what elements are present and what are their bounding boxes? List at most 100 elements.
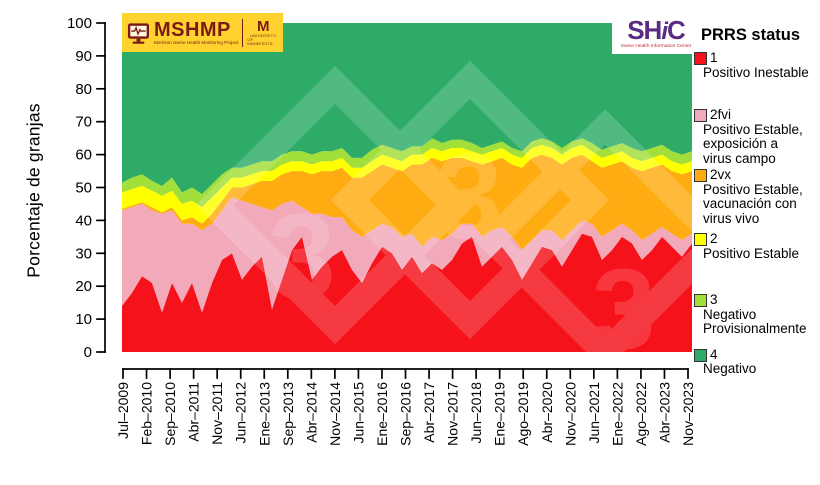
watermark-diamond <box>474 109 692 352</box>
x-tick-label: Ene–2013 <box>256 382 272 446</box>
watermark-diamond <box>195 65 475 345</box>
legend: PRRS status 1 Positivo Inestable 2fvi Posit… <box>692 26 819 377</box>
legend-code: 2vx <box>710 167 732 182</box>
legend-label-line: exposición a <box>703 136 779 151</box>
y-axis-title: Porcentaje de granjas <box>23 103 44 278</box>
x-tick-label: Abr–2017 <box>421 382 437 443</box>
y-tick-label: 10 <box>75 311 92 328</box>
legend-code: 2fvi <box>710 107 732 122</box>
legend-label-line: virus campo <box>703 150 776 166</box>
legend-label-line: Positivo Estable, <box>703 181 803 197</box>
watermark-333: 3 3 3 <box>195 60 692 373</box>
umn-name-line1: University <box>250 33 277 39</box>
legend-label-line: Positivo Estable <box>703 245 800 261</box>
y-tick-label: 100 <box>67 15 92 32</box>
legend-item-2fvi: 2fvi Positivo Estable, exposición a virus c… <box>692 107 819 166</box>
legend-swatch-2fvi <box>694 109 707 122</box>
x-tick-label: Jun–2021 <box>586 382 602 444</box>
monitor-heartbeat-icon <box>127 22 150 44</box>
x-tick-label: Nov–2017 <box>445 382 461 446</box>
legend-code: 1 <box>710 50 718 65</box>
legend-swatch-2 <box>694 233 707 246</box>
x-tick-label: Nov–2014 <box>327 382 343 446</box>
watermark-3-glyph: 3 <box>592 246 655 373</box>
x-tick-label: Feb–2010 <box>139 382 155 445</box>
legend-item-1: 1 Positivo Inestable <box>692 50 819 80</box>
area-2 <box>122 144 692 224</box>
legend-code: 2 <box>710 231 718 246</box>
x-tick-label: Ene–2016 <box>374 382 390 446</box>
area-layers <box>122 23 692 352</box>
watermark-diamond <box>330 60 610 340</box>
umn-logo: M University of Minnesota <box>247 19 279 46</box>
y-tick-label: 70 <box>75 114 92 131</box>
area-4 <box>122 23 692 195</box>
shic-acronym-i: i <box>661 18 668 46</box>
legend-title: PRRS status <box>701 26 801 44</box>
legend-item-4: 4 Negativo <box>692 346 819 377</box>
y-tick-label: 50 <box>75 180 92 197</box>
umn-name-line2: of Minnesota <box>247 37 273 46</box>
x-tick-label: Ene–2019 <box>492 382 508 446</box>
y-tick-label: 60 <box>75 147 92 164</box>
legend-item-2vx: 2vx Positivo Estable, vacunación con virus … <box>692 167 819 226</box>
x-tick-label: Sep–2016 <box>398 382 414 446</box>
legend-code: 4 <box>710 346 718 362</box>
x-tick-label: Nov–2023 <box>680 382 696 446</box>
legend-label-line: Negativo <box>703 306 757 322</box>
x-tick-label: Jul–2009 <box>115 382 131 439</box>
legend-swatch-3 <box>694 294 707 307</box>
logo-divider <box>242 18 244 47</box>
area-2vx <box>122 154 692 250</box>
x-tick-label: Jun–2012 <box>233 382 249 444</box>
shic-acronym-c: C <box>667 15 686 46</box>
x-tick-label: Nov–2011 <box>209 382 225 445</box>
legend-label-line: virus vivo <box>703 210 760 226</box>
y-tick-label: 90 <box>75 48 92 65</box>
x-tick-label: Abr–2023 <box>656 382 672 443</box>
y-tick-label: 80 <box>75 81 92 98</box>
x-tick-label: Jun–2018 <box>468 382 484 444</box>
shic-logo: SHiC Swine Health Information Center <box>612 13 700 54</box>
legend-item-3: 3 Negativo Provisionalmente <box>692 292 819 337</box>
legend-item-2: 2 Positivo Estable <box>692 231 819 261</box>
x-tick-label: Abr–2011 <box>186 382 202 442</box>
y-tick-label: 30 <box>75 245 92 262</box>
x-tick-label: Abr–2020 <box>539 382 555 443</box>
legend-swatch-1 <box>694 52 707 65</box>
legend-label-line: Provisionalmente <box>703 321 807 336</box>
legend-items: 1 Positivo Inestable 2fvi Positivo Estable,… <box>692 50 819 377</box>
area-3 <box>122 138 692 208</box>
x-tick-label: Abr–2014 <box>303 382 319 443</box>
x-tick-label: Sep–2010 <box>162 382 178 446</box>
legend-label-line: Negativo <box>703 361 757 376</box>
shic-subtitle: Swine Health Information Center <box>620 44 692 50</box>
x-tick-label: Jun–2015 <box>350 382 366 444</box>
x-tick-label: Sep–2013 <box>280 382 296 446</box>
legend-code: 3 <box>710 292 718 307</box>
y-tick-label: 20 <box>75 278 92 295</box>
legend-label-line: vacunación con <box>703 196 797 211</box>
y-tick-label: 0 <box>84 344 92 361</box>
shic-acronym: SHiC <box>627 15 686 46</box>
x-tick-label: Nov–2020 <box>562 382 578 446</box>
watermark-3-glyph: 3 <box>435 128 503 264</box>
mshmp-acronym: MSHMP <box>153 18 231 41</box>
area-1 <box>122 233 692 352</box>
area-2fvi <box>122 197 692 313</box>
x-tick-label: Ago–2022 <box>633 382 649 446</box>
legend-label-line: Positivo Inestable <box>703 64 809 80</box>
x-tick-label: Ago–2019 <box>515 382 531 446</box>
y-tick-label: 40 <box>75 212 92 229</box>
axes: 0 10 20 30 40 50 60 70 80 90 100 Jul–2009 Feb–2010 Se… <box>67 15 696 446</box>
shic-acronym-sh: SH <box>627 15 662 46</box>
mshmp-logo: MSHMP Morrison Swine Health Monitoring P… <box>122 13 283 52</box>
watermark-3-glyph: 3 <box>268 188 336 324</box>
umn-monogram: M <box>256 18 270 36</box>
mshmp-subtitle: Morrison Swine Health Monitoring Project <box>153 39 239 45</box>
legend-label-line: Positivo Estable, <box>703 121 803 137</box>
legend-swatch-4 <box>694 348 707 362</box>
legend-swatch-2vx <box>694 169 707 182</box>
